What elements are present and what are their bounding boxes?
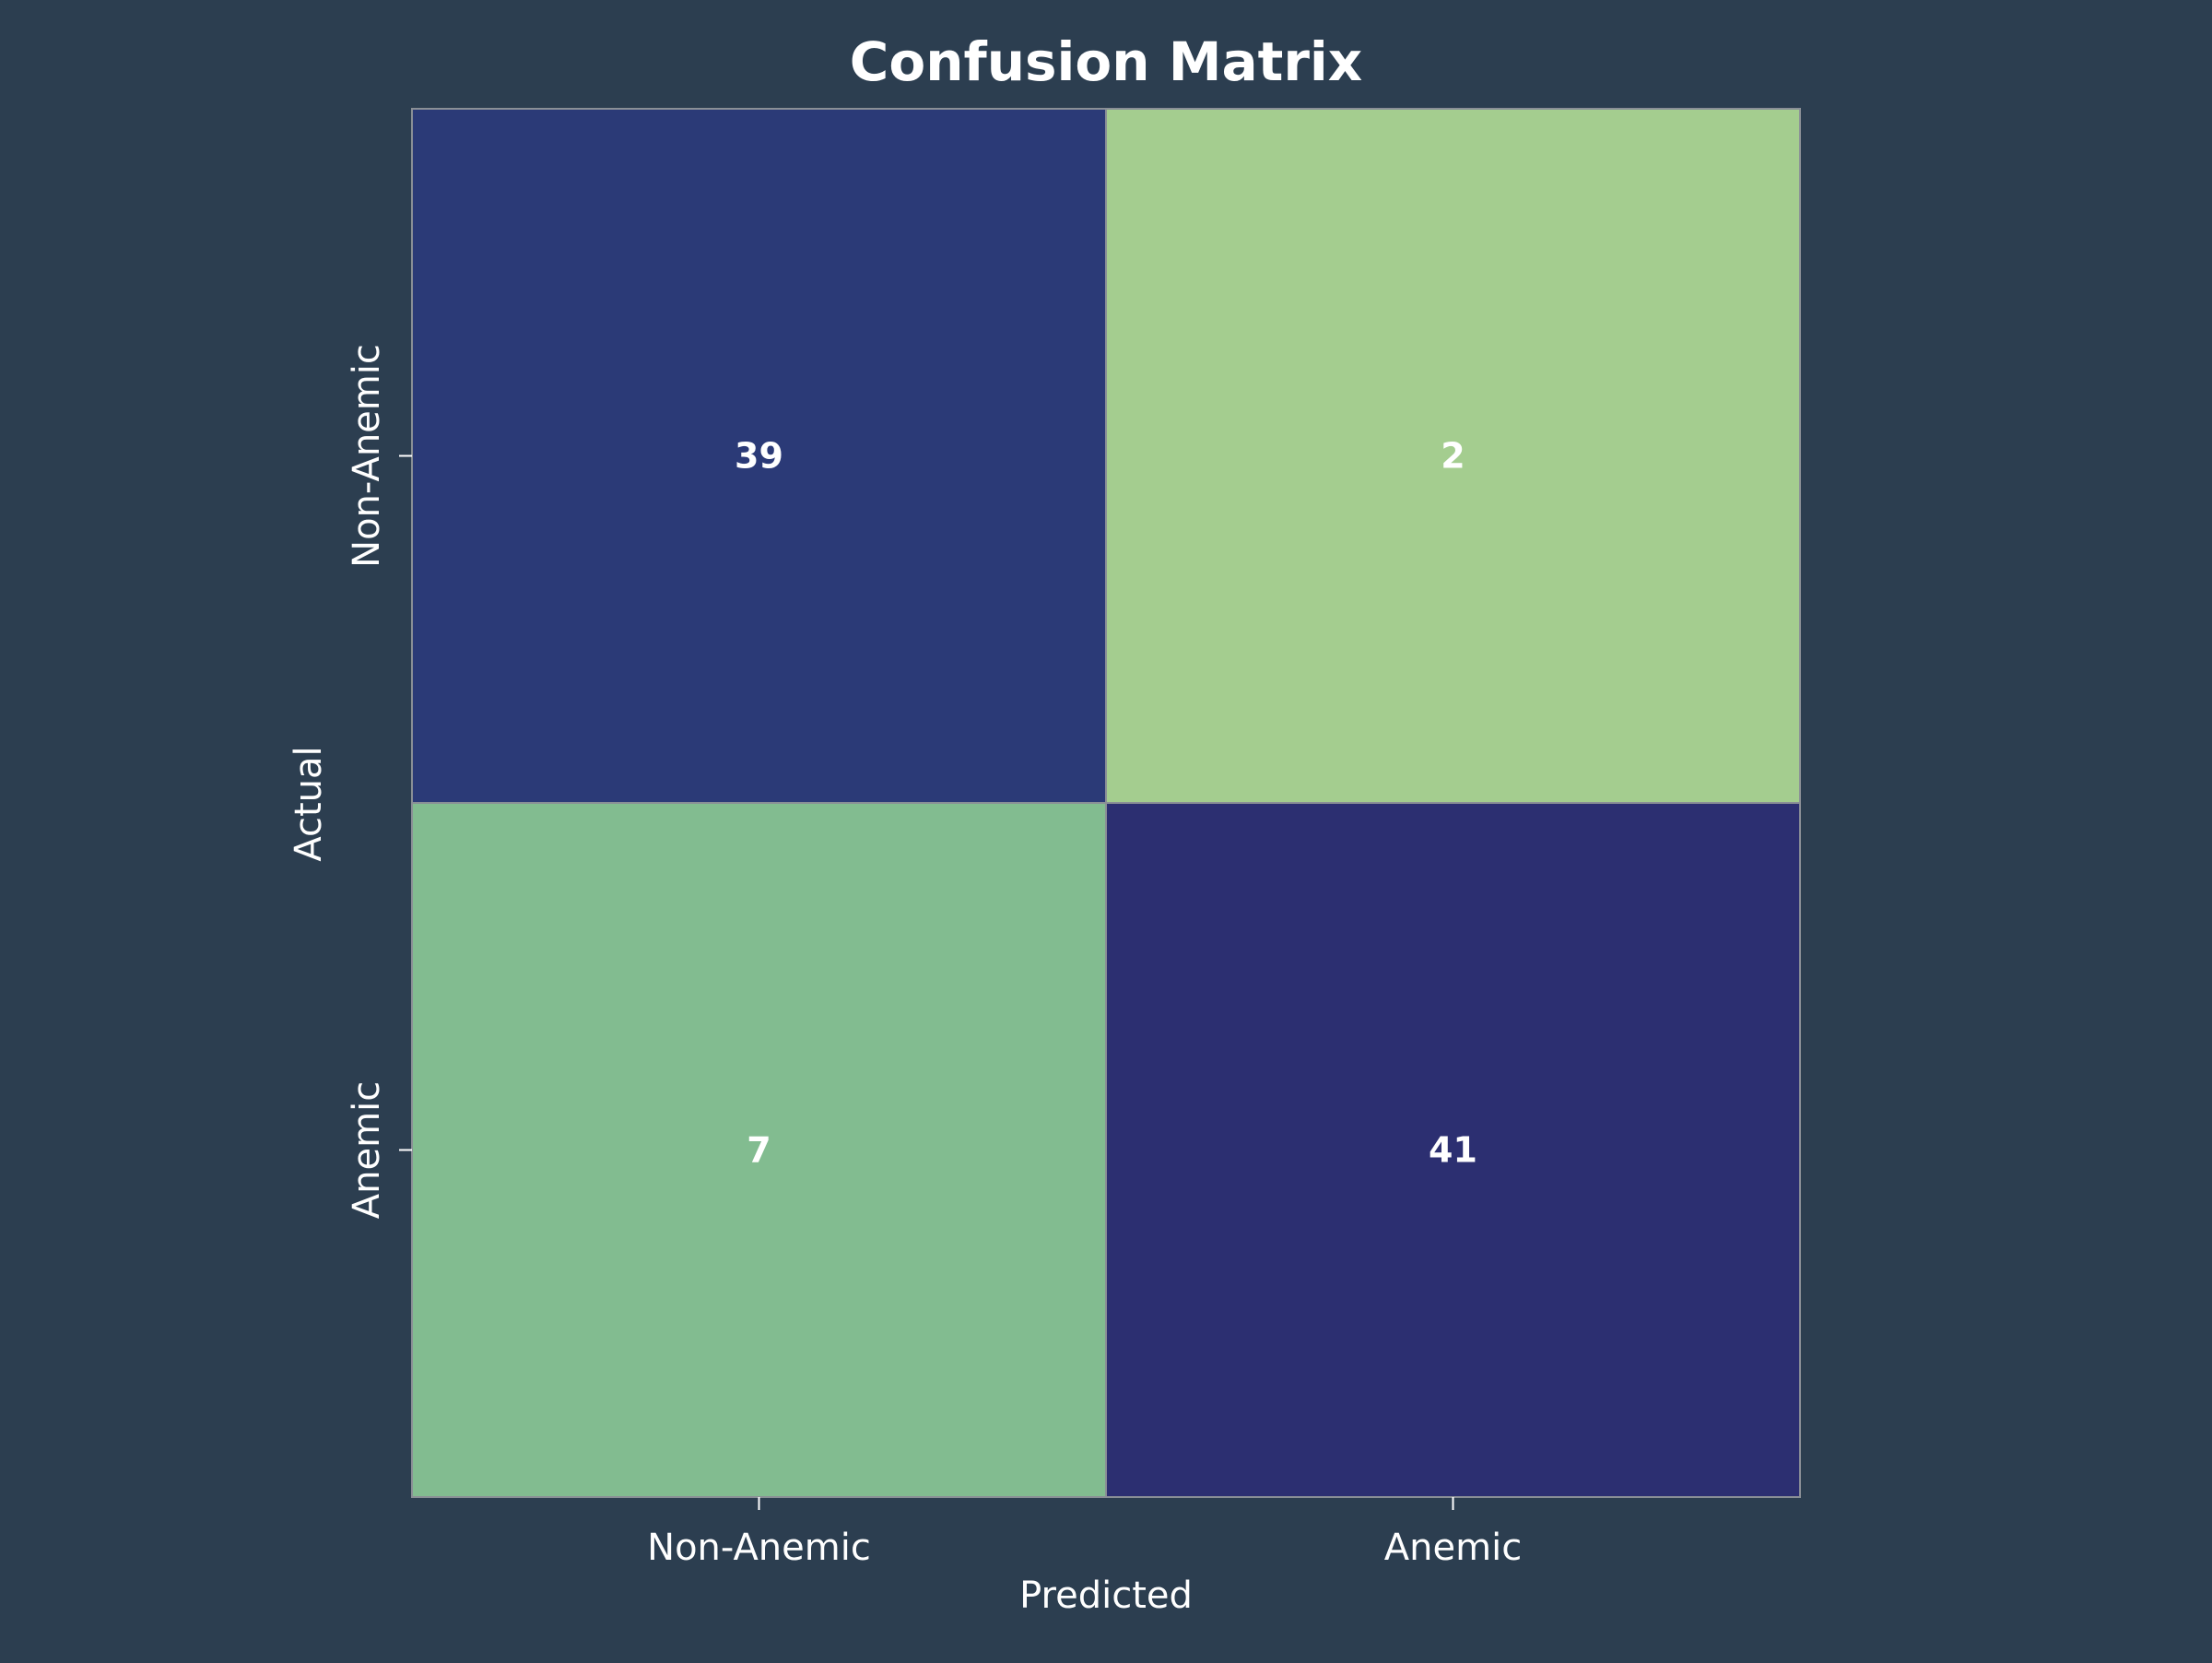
y-tick-label-0: Non-Anemic xyxy=(346,344,388,568)
x-axis-label: Predicted xyxy=(1019,1575,1193,1617)
cell-value-1-1: 41 xyxy=(1429,1130,1477,1171)
heatmap-cell-0-0 xyxy=(411,108,1107,804)
heatmap-cell-0-1 xyxy=(1105,108,1801,804)
y-tick-label-1: Anemic xyxy=(346,1081,388,1219)
cell-value-0-0: 39 xyxy=(735,436,783,477)
x-tick-label-1: Anemic xyxy=(1384,1527,1522,1569)
heatmap-cell-1-0 xyxy=(411,802,1107,1498)
chart-title: Confusion Matrix xyxy=(850,30,1362,93)
heatmap-cells xyxy=(411,108,1801,1498)
cell-value-labels: 39 2 7 41 xyxy=(735,436,1477,1171)
x-axis-ticks: Non-Anemic Anemic xyxy=(647,1497,1522,1569)
heatmap-cell-1-1 xyxy=(1105,802,1801,1498)
cell-value-0-1: 2 xyxy=(1441,436,1465,477)
x-tick-label-0: Non-Anemic xyxy=(647,1527,871,1569)
cell-value-1-0: 7 xyxy=(747,1130,771,1171)
y-axis-ticks: Non-Anemic Anemic xyxy=(346,344,412,1219)
y-axis-label: Actual xyxy=(288,746,330,861)
